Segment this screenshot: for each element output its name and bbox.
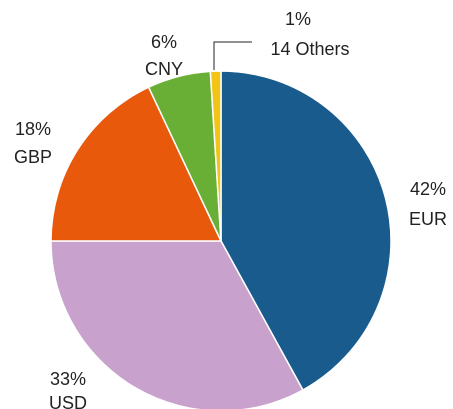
category-label: EUR [409, 209, 447, 229]
category-label: USD [49, 393, 87, 409]
pie-slice [50, 86, 223, 242]
pie-slice [209, 70, 222, 242]
pie-slice [50, 240, 304, 409]
value-label: 42% [410, 179, 446, 199]
value-label: 1% [285, 9, 311, 29]
category-label: CNY [145, 59, 183, 79]
pie-slice [220, 70, 392, 391]
leader-line [213, 41, 252, 70]
value-label: 18% [15, 119, 51, 139]
value-label: 6% [151, 32, 177, 52]
category-label: GBP [14, 147, 52, 167]
value-label: 33% [50, 369, 86, 389]
category-label: 14 Others [270, 39, 349, 59]
